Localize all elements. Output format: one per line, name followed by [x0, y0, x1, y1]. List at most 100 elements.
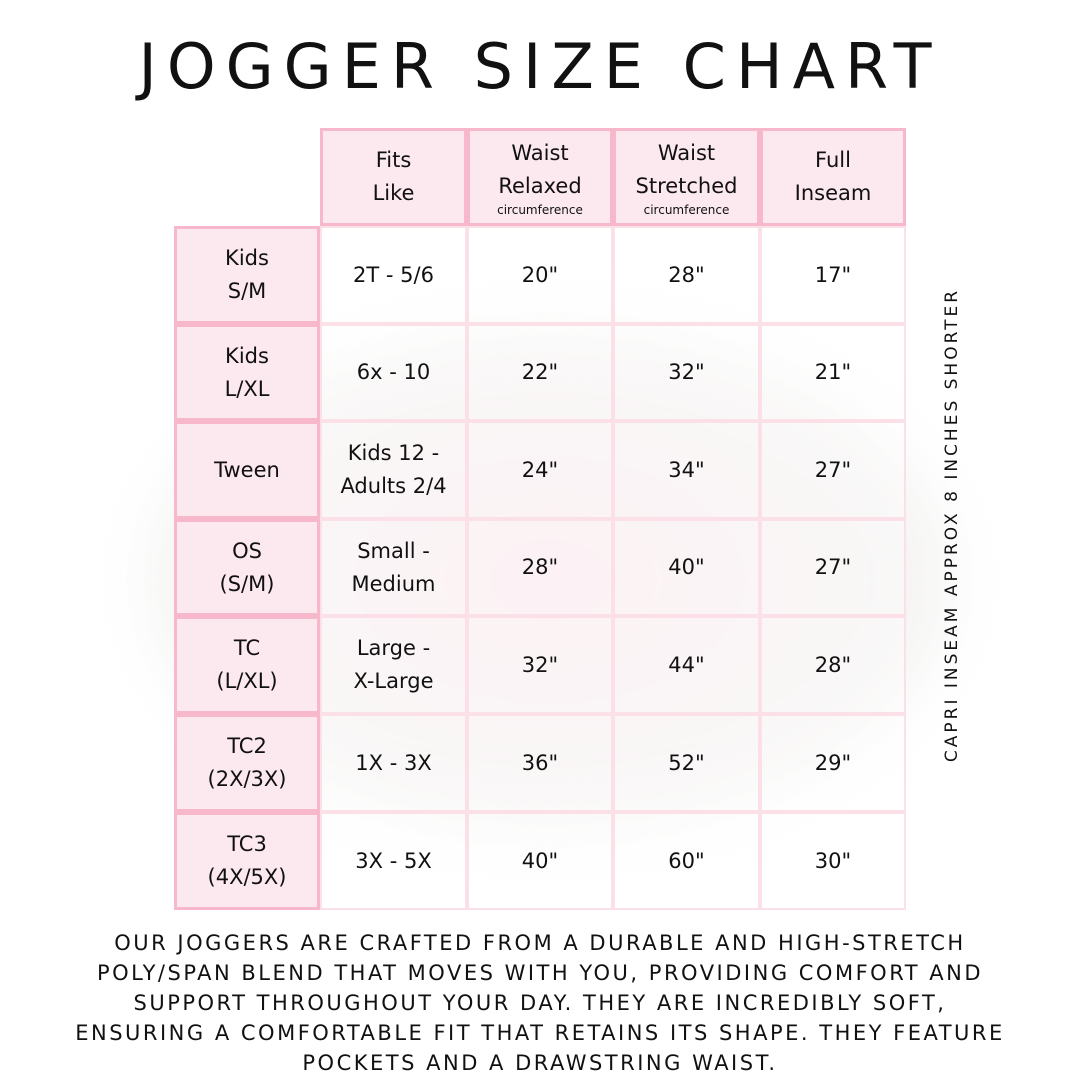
row-header-size: Kids L/XL	[174, 324, 320, 421]
relaxed-value: 28"	[521, 555, 559, 579]
inseam-cell: 29"	[760, 714, 906, 812]
inseam-value: 27"	[814, 457, 852, 482]
column-header-text: Stretched	[635, 174, 738, 198]
column-header: Waist Stretched circumference	[613, 128, 760, 226]
relaxed-value: 32"	[521, 652, 559, 677]
description-line: Our joggers are crafted from a durable a…	[114, 931, 966, 955]
inseam-value: 29"	[814, 750, 852, 775]
stretched-value: 40"	[668, 555, 705, 579]
stretched-value: 34"	[668, 457, 705, 482]
size-label: (2X/3X)	[207, 767, 287, 791]
size-label: L/XL	[224, 376, 270, 401]
description-line: ensuring a comfortable fit that retains …	[75, 1021, 1005, 1045]
row-header-size: TC3 (4X/5X)	[174, 812, 320, 910]
inseam-value: 21"	[814, 360, 852, 384]
inseam-cell: 30"	[760, 812, 906, 910]
fits-like-cell: 6x - 10	[320, 324, 467, 421]
capri-note: CAPRI INSEAM APPROX 8 INCHES SHORTER	[942, 287, 962, 763]
size-chart-table: Fits Like Waist Relaxed circumference Waist St…	[174, 128, 906, 910]
inseam-value: 17"	[814, 262, 852, 287]
size-label: (S/M)	[219, 571, 275, 596]
size-label: TC	[233, 636, 261, 660]
fits-like-text: 3X - 5X	[355, 848, 432, 873]
relaxed-value: 40"	[521, 848, 559, 873]
column-header-text: Inseam	[794, 181, 872, 205]
size-label: S/M	[227, 279, 267, 303]
inseam-value: 30"	[814, 848, 852, 873]
column-header: Fits Like	[320, 128, 467, 226]
inseam-value: 28"	[814, 652, 852, 677]
fits-like-cell: Small - Medium	[320, 519, 467, 616]
fits-like-cell: 3X - 5X	[320, 812, 467, 910]
relaxed-cell: 32"	[467, 616, 613, 714]
column-header-text: Relaxed	[498, 174, 582, 198]
row-header-size: OS (S/M)	[174, 519, 320, 616]
fits-like-cell: 1X - 3X	[320, 714, 467, 812]
fits-like-text: Medium	[351, 571, 436, 596]
column-header: Waist Relaxed circumference	[467, 128, 613, 226]
size-label: OS	[232, 538, 262, 563]
inseam-cell: 17"	[760, 226, 906, 324]
size-label: Tween	[214, 457, 280, 482]
fits-like-text: 6x - 10	[356, 360, 431, 384]
relaxed-cell: 20"	[467, 226, 613, 324]
fits-like-text: 1X - 3X	[355, 750, 432, 775]
column-header: Full Inseam	[760, 128, 906, 226]
stretched-cell: 60"	[613, 812, 760, 910]
description-line: pockets and a drawstring waist.	[302, 1051, 778, 1075]
size-label: TC3	[227, 832, 267, 856]
stretched-cell: 44"	[613, 616, 760, 714]
size-label: Kids	[225, 343, 269, 368]
relaxed-value: 36"	[521, 750, 559, 775]
fits-like-cell: 2T - 5/6	[320, 226, 467, 324]
description-line: support throughout your day. They are in…	[133, 991, 947, 1015]
inseam-cell: 27"	[760, 421, 906, 519]
inseam-cell: 27"	[760, 519, 906, 616]
column-header-text: Waist	[657, 141, 716, 165]
description-line: poly/span blend that moves with you, pro…	[96, 961, 984, 985]
column-header-text: Fits	[375, 148, 412, 172]
relaxed-value: 20"	[521, 262, 559, 287]
relaxed-cell: 22"	[467, 324, 613, 421]
fits-like-text: X-Large	[353, 669, 434, 693]
stretched-cell: 34"	[613, 421, 760, 519]
size-label: TC2	[227, 734, 267, 758]
size-label: (4X/5X)	[207, 865, 287, 889]
column-header-subtext: circumference	[497, 203, 583, 217]
stretched-cell: 28"	[613, 226, 760, 324]
fits-like-text: Small -	[357, 538, 430, 563]
inseam-cell: 28"	[760, 616, 906, 714]
size-label: (L/XL)	[216, 669, 278, 693]
row-header-size: TC (L/XL)	[174, 616, 320, 714]
fits-like-cell: Large - X-Large	[320, 616, 467, 714]
row-header-size: Kids S/M	[174, 226, 320, 324]
relaxed-cell: 36"	[467, 714, 613, 812]
stretched-cell: 32"	[613, 324, 760, 421]
inseam-value: 27"	[814, 555, 852, 579]
stretched-cell: 52"	[613, 714, 760, 812]
fits-like-cell: Kids 12 - Adults 2/4	[320, 421, 467, 519]
relaxed-cell: 40"	[467, 812, 613, 910]
fits-like-text: 2T - 5/6	[353, 262, 434, 287]
relaxed-cell: 24"	[467, 421, 613, 519]
stretched-value: 52"	[668, 750, 705, 775]
inseam-cell: 21"	[760, 324, 906, 421]
relaxed-cell: 28"	[467, 519, 613, 616]
column-header-text: Like	[372, 181, 415, 205]
relaxed-value: 24"	[521, 457, 559, 482]
fits-like-text: Large -	[356, 636, 431, 660]
stretched-value: 32"	[668, 360, 705, 384]
stretched-value: 44"	[668, 652, 705, 677]
relaxed-value: 22"	[521, 360, 559, 384]
fits-like-text: Kids 12 -	[347, 441, 440, 465]
stretched-cell: 40"	[613, 519, 760, 616]
stretched-value: 60"	[668, 848, 705, 873]
page-title: JOGGER SIZE CHART	[138, 30, 942, 103]
column-header-text: Full	[815, 148, 851, 172]
size-label: Kids	[225, 246, 269, 270]
row-header-size: Tween	[174, 421, 320, 519]
fits-like-text: Adults 2/4	[340, 474, 447, 498]
column-header-text: Waist	[511, 141, 569, 165]
row-header-size: TC2 (2X/3X)	[174, 714, 320, 812]
description: Our joggers are crafted from a durable a…	[40, 928, 1040, 1078]
